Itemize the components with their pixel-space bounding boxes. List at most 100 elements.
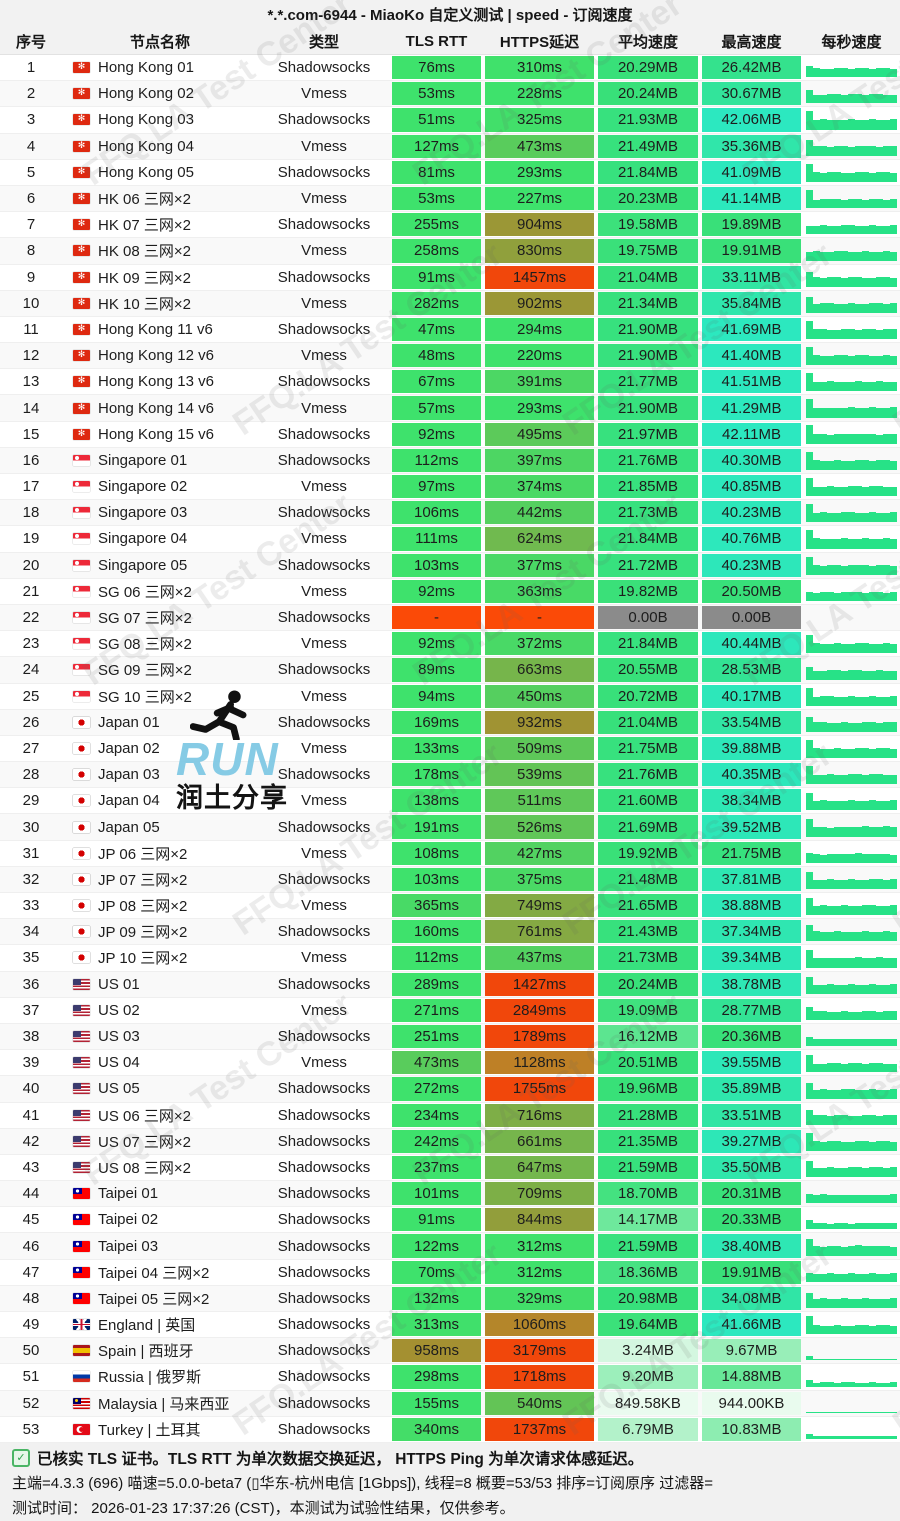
sparkline-bar [813,486,820,497]
sparkline-bar [869,1246,876,1256]
sparkline-bar [876,643,883,654]
table-row: 39 US 04 Vmess 473ms 1128ms 20.51MB 39.55MB [0,1050,900,1077]
sparkline-bar [820,1411,827,1413]
node-name: Hong Kong 12 v6 [98,347,214,365]
sparkline-bar [834,354,841,366]
avg-speed-cell: 21.65MB [596,893,700,918]
sparkline-bar [876,146,883,156]
sparkline-bar [876,1411,883,1413]
sparkline-bar [827,1299,834,1308]
table-row: 31 JP 06 三网×2 Vmess 108ms 427ms 19.92MB 21.75M… [0,841,900,867]
speed-sparkline [803,684,900,709]
sparkline-bar [869,1063,876,1073]
sparkline-bar [855,513,862,523]
avg-speed-cell: 21.49MB [596,134,700,159]
seq-cell: 51 [22,1368,40,1386]
sparkline-bar [820,145,827,156]
speed-sparkline [803,998,900,1023]
seq-cell: 33 [22,897,40,915]
sparkline-bar [869,460,876,470]
tls-rtt-cell: 282ms [390,291,483,316]
sparkline-bar [820,1358,827,1361]
speed-sparkline [803,814,900,839]
node-name-cell: US 04 [62,1050,258,1075]
sparkline-bar [806,110,813,130]
protocol-type-cell: Shadowsocks [277,1342,371,1360]
sparkline-bar [841,538,848,549]
sparkline-bar [890,199,897,209]
sparkline-bar [862,1358,869,1361]
tls-rtt-cell: 92ms [390,579,483,604]
tls-rtt-cell: 242ms [390,1129,483,1154]
avg-speed-cell: 21.34MB [596,291,700,316]
protocol-type-cell: Shadowsocks [277,111,371,129]
protocol-type-cell: Shadowsocks [277,1158,371,1176]
sparkline-bar [806,793,813,811]
sparkline-bar [883,1011,890,1020]
max-speed-cell: 33.51MB [700,1103,803,1128]
sparkline-bar [813,905,820,916]
speed-sparkline [803,134,900,159]
sparkline-bar [876,879,883,889]
sparkline-bar [855,67,862,78]
sparkline-bar [841,512,848,523]
sparkline-bar [841,1063,848,1073]
sparkline-bar [806,189,813,209]
sparkline-bar [820,931,827,942]
speed-sparkline [803,500,900,525]
node-name: HK 10 三网×2 [98,295,191,313]
sparkline-bar [869,1411,876,1413]
sparkline-bar [883,564,890,575]
seq-cell: 40 [22,1080,40,1098]
sparkline-bar [848,356,855,366]
node-name: Singapore 02 [98,478,188,496]
sparkline-bar [862,1382,869,1387]
seq-cell: 16 [22,451,40,469]
sparkline-bar [883,1298,890,1308]
sparkline-bar [841,145,848,156]
avg-speed-cell: 21.59MB [596,1155,700,1180]
sparkline-bar [876,1062,883,1073]
https-latency-cell: 374ms [483,474,596,499]
sparkline-bar [820,460,827,470]
avg-speed-cell: 20.51MB [596,1050,700,1075]
sparkline-bar [862,1114,869,1125]
tls-rtt-cell: - [390,605,483,630]
avg-speed-cell: 21.76MB [596,448,700,473]
table-row: 33 JP 08 三网×2 Vmess 365ms 749ms 21.65MB 38.88M… [0,893,900,920]
sparkline-bar [813,433,820,444]
table-row: 15 Hong Kong 15 v6 Shadowsocks 92ms495ms21.… [0,422,900,448]
sparkline-bar [841,328,848,340]
https-latency-cell: 539ms [483,762,596,787]
sparkline-bar [848,1089,855,1099]
seq-cell: 22 [22,609,40,627]
sparkline-bar [883,775,890,785]
sparkline-bar [834,931,841,942]
https-latency-cell: 375ms [483,867,596,892]
sparkline-bar [890,1298,897,1308]
sparkline-bar [855,276,862,287]
https-latency-cell: 329ms [483,1286,596,1311]
window-title: *.*.com-6944 - MiaoKo 自定义测试 | speed - 订阅… [0,0,900,28]
sparkline-bar [841,748,848,759]
verified-check-icon: ✓ [12,1448,30,1467]
sparkline-bar [848,1166,855,1178]
sparkline-bar [876,1358,883,1361]
protocol-type-cell: Vmess [301,347,347,365]
sparkline-bar [890,460,897,470]
sparkline-bar [883,512,890,523]
sparkline-bar [841,800,848,811]
sparkline-bar [869,1436,876,1439]
sparkline-bar [827,878,834,889]
tls-rtt-cell: 91ms [390,1207,483,1232]
node-name-cell: SG 08 三网×2 [62,631,258,656]
protocol-type-cell: Shadowsocks [277,1316,371,1334]
sparkline-bar [827,748,834,759]
sparkline-bar [834,1140,841,1151]
sparkline-bar [813,303,820,313]
node-name-cell: HK 08 三网×2 [62,238,258,263]
sparkline-bar [820,1298,827,1308]
sparkline-bar [806,452,813,470]
app-window: *.*.com-6944 - MiaoKo 自定义测试 | speed - 订阅… [0,0,900,1443]
sparkline-bar [806,1161,813,1178]
